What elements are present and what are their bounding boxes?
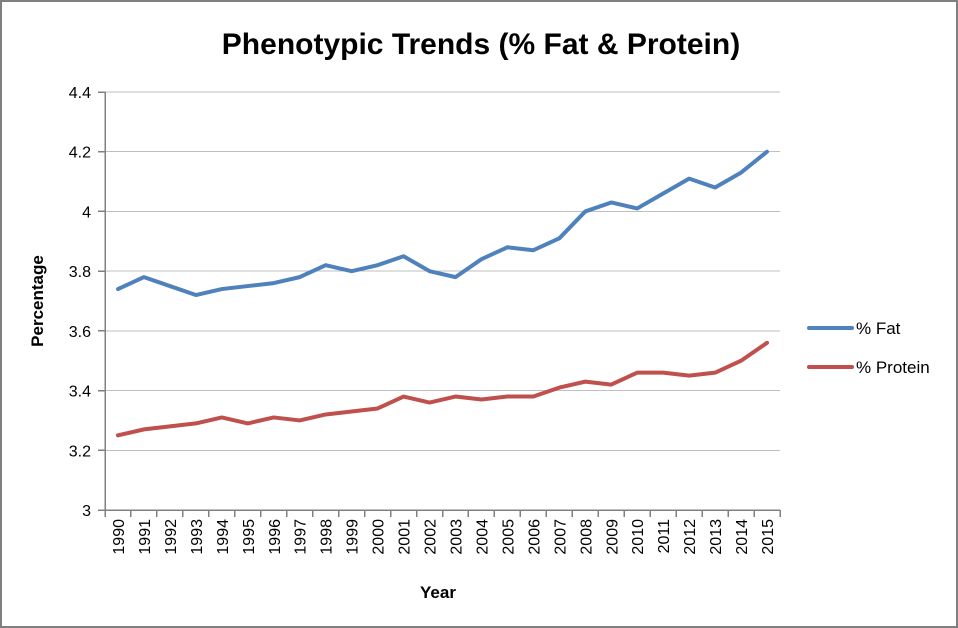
x-tick-label: 2012 (682, 519, 699, 555)
x-tick-label: 2011 (656, 519, 673, 554)
x-tick-label: 2010 (630, 519, 647, 555)
y-tick-label: 3.2 (69, 443, 91, 460)
gridlines (105, 91, 780, 451)
x-tick-label: 2013 (708, 519, 725, 555)
x-tick-label: 2004 (474, 519, 491, 555)
legend: % Fat % Protein (807, 319, 930, 377)
x-tick-label: 2006 (526, 519, 543, 555)
x-axis-title: Year (420, 583, 456, 602)
y-tick-label: 4.4 (69, 85, 91, 102)
x-tick-label: 2009 (604, 519, 621, 555)
y-tick-label: 3.6 (69, 324, 91, 341)
y-axis-title: Percentage (28, 255, 47, 347)
y-tick-label: 4.2 (69, 145, 91, 162)
fat-legend-label: % Fat (856, 319, 901, 338)
y-tick-label: 4 (82, 204, 91, 221)
fat-line (115, 149, 770, 298)
x-tick-label: 1998 (319, 519, 336, 555)
x-tick-label: 2003 (448, 519, 465, 555)
x-tick-label: 2007 (552, 519, 569, 555)
y-tick-label: 3.8 (69, 264, 91, 281)
protein-line (115, 340, 770, 438)
chart-title: Phenotypic Trends (% Fat & Protein) (222, 28, 740, 61)
x-tick-label: 2000 (371, 519, 388, 555)
x-tick-label: 1993 (189, 519, 206, 555)
x-tick-label: 2001 (397, 519, 414, 555)
tick-labels: 3 3.2 3.4 3.6 3.8 4 4.2 4.4 1990 1991 1992 1993 1994… (69, 85, 777, 555)
x-tick-label: 2015 (760, 519, 777, 555)
legend-item-protein: % Protein (807, 358, 930, 377)
axes (98, 91, 781, 517)
x-tick-label: 1991 (137, 519, 154, 555)
x-tick-label: 1999 (345, 519, 362, 555)
x-tick-label: 1990 (111, 519, 128, 555)
x-tick-label: 2002 (423, 519, 440, 555)
x-tick-label: 1992 (163, 519, 180, 555)
x-tick-label: 2014 (734, 519, 751, 555)
series-lines (115, 149, 770, 438)
x-tick-label: 1996 (267, 519, 284, 555)
x-tick-label: 2008 (578, 519, 595, 555)
x-tick-label: 2005 (500, 519, 517, 555)
legend-item-fat: % Fat (807, 319, 901, 338)
x-tick-label: 1995 (241, 519, 258, 555)
x-tick-label: 1997 (293, 519, 310, 555)
x-tick-label: 1994 (215, 519, 232, 555)
protein-legend-label: % Protein (856, 358, 930, 377)
y-tick-label: 3 (82, 503, 91, 520)
y-tick-label: 3.4 (69, 384, 91, 401)
